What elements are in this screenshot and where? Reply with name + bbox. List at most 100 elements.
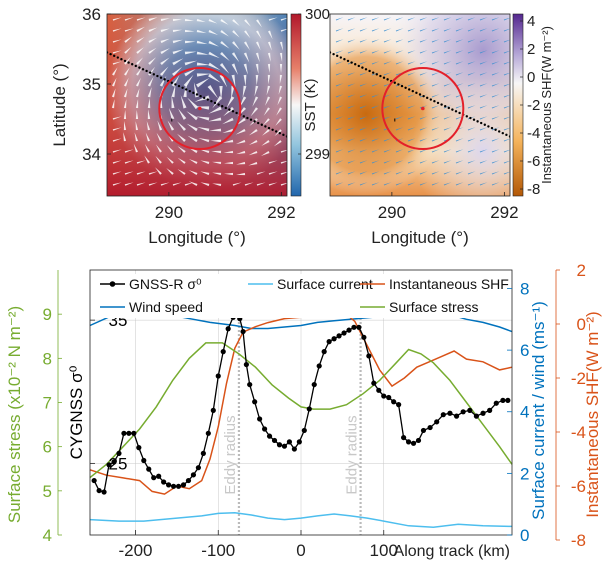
- wind-vector: [148, 47, 157, 54]
- series-point: [146, 466, 152, 472]
- wind-vector: [371, 127, 380, 131]
- track-point: [487, 125, 490, 128]
- colorbar-tick-label: -6: [527, 153, 540, 170]
- wind-vector: [166, 156, 174, 164]
- wind-vector: [503, 61, 510, 65]
- track-point: [375, 73, 378, 76]
- series-point: [447, 410, 453, 416]
- wind-vector: [347, 138, 356, 142]
- wind-vector: [262, 118, 270, 126]
- wind-vector: [280, 28, 287, 32]
- series-point: [210, 407, 216, 413]
- colorbar-tick-label: 300: [305, 6, 330, 23]
- wind-vector: [212, 95, 223, 109]
- wind-vector: [347, 127, 356, 131]
- wind-vector: [112, 67, 118, 76]
- track-point: [275, 130, 278, 133]
- wind-vector: [136, 160, 146, 164]
- wind-vector: [171, 84, 176, 98]
- shf-tick-label: -6: [571, 477, 586, 496]
- shf-field-se: [330, 14, 510, 196]
- wind-vector: [431, 171, 440, 175]
- wind-vector: [395, 17, 404, 21]
- wind-vector: [479, 160, 488, 164]
- series-point: [291, 446, 297, 452]
- wind-vector: [335, 138, 344, 142]
- wind-vector: [144, 143, 151, 153]
- wind-vector: [147, 109, 151, 120]
- wind-vector: [148, 182, 158, 186]
- wind-vector: [280, 160, 287, 164]
- wind-vector: [347, 39, 356, 43]
- sst-ground-track: [107, 51, 287, 138]
- wind-vector: [172, 182, 182, 186]
- wind-vector: [383, 171, 392, 175]
- series-point: [166, 482, 172, 488]
- wind-vector: [135, 121, 139, 131]
- eddy-center: [421, 106, 425, 111]
- track-point: [386, 78, 389, 81]
- wind-vector: [455, 72, 464, 76]
- wind-vector: [136, 37, 145, 43]
- wind-vector: [419, 138, 428, 142]
- wind-vector: [212, 161, 222, 165]
- wind-vector: [208, 18, 218, 24]
- wind-vector: [359, 28, 368, 32]
- wind-vector: [220, 51, 230, 61]
- wind-vector: [210, 139, 222, 143]
- track-point: [483, 123, 486, 126]
- series-point: [331, 336, 337, 342]
- legend-marker: [109, 281, 116, 287]
- wind-vector: [231, 74, 236, 88]
- wind-vector: [160, 48, 170, 55]
- wind-vector: [491, 28, 500, 32]
- track-point: [138, 66, 141, 69]
- wind-vector: [188, 170, 198, 176]
- wind-vector: [124, 57, 131, 65]
- wind-vector: [443, 116, 452, 120]
- wind-vector: [395, 149, 404, 153]
- wind-vector: [146, 121, 151, 131]
- series-point: [136, 445, 142, 451]
- wind-vector: [278, 85, 283, 95]
- wind-vector: [239, 96, 247, 108]
- wind-vector: [419, 83, 428, 87]
- wind-vector: [431, 50, 440, 54]
- wind-vector: [371, 171, 380, 175]
- wind-vector: [172, 29, 183, 33]
- wind-vector: [124, 67, 130, 76]
- wind-vector: [260, 150, 270, 157]
- wind-vector: [208, 106, 222, 114]
- series-point: [427, 424, 433, 431]
- wind-vector: [383, 138, 392, 142]
- wind-vector: [371, 28, 380, 32]
- series-point: [175, 483, 182, 489]
- track-point: [188, 89, 191, 93]
- wind-vector: [335, 149, 344, 153]
- series-point: [346, 327, 352, 333]
- shf-map-frame: [329, 13, 511, 197]
- series-point: [141, 457, 147, 464]
- wind-vector: [359, 94, 368, 98]
- wind-vector: [256, 30, 262, 39]
- series-point: [316, 363, 322, 369]
- track-point: [400, 84, 404, 88]
- wind-vector: [383, 116, 392, 120]
- track-point: [332, 52, 335, 56]
- track-point: [203, 96, 206, 100]
- wind-vector: [248, 150, 258, 156]
- wind-vector: [443, 94, 452, 98]
- wind-vector: [187, 135, 198, 143]
- series-point: [326, 339, 332, 345]
- wind-vector: [479, 171, 488, 175]
- wind-vector: [407, 28, 416, 32]
- wind-vector: [236, 161, 246, 165]
- wind-vector: [219, 74, 228, 88]
- wind-vector: [252, 96, 259, 107]
- track-point: [501, 131, 504, 135]
- wind-vector: [208, 29, 219, 35]
- series-point: [415, 437, 422, 444]
- wind-vector: [209, 128, 222, 132]
- wind-vector: [200, 171, 210, 176]
